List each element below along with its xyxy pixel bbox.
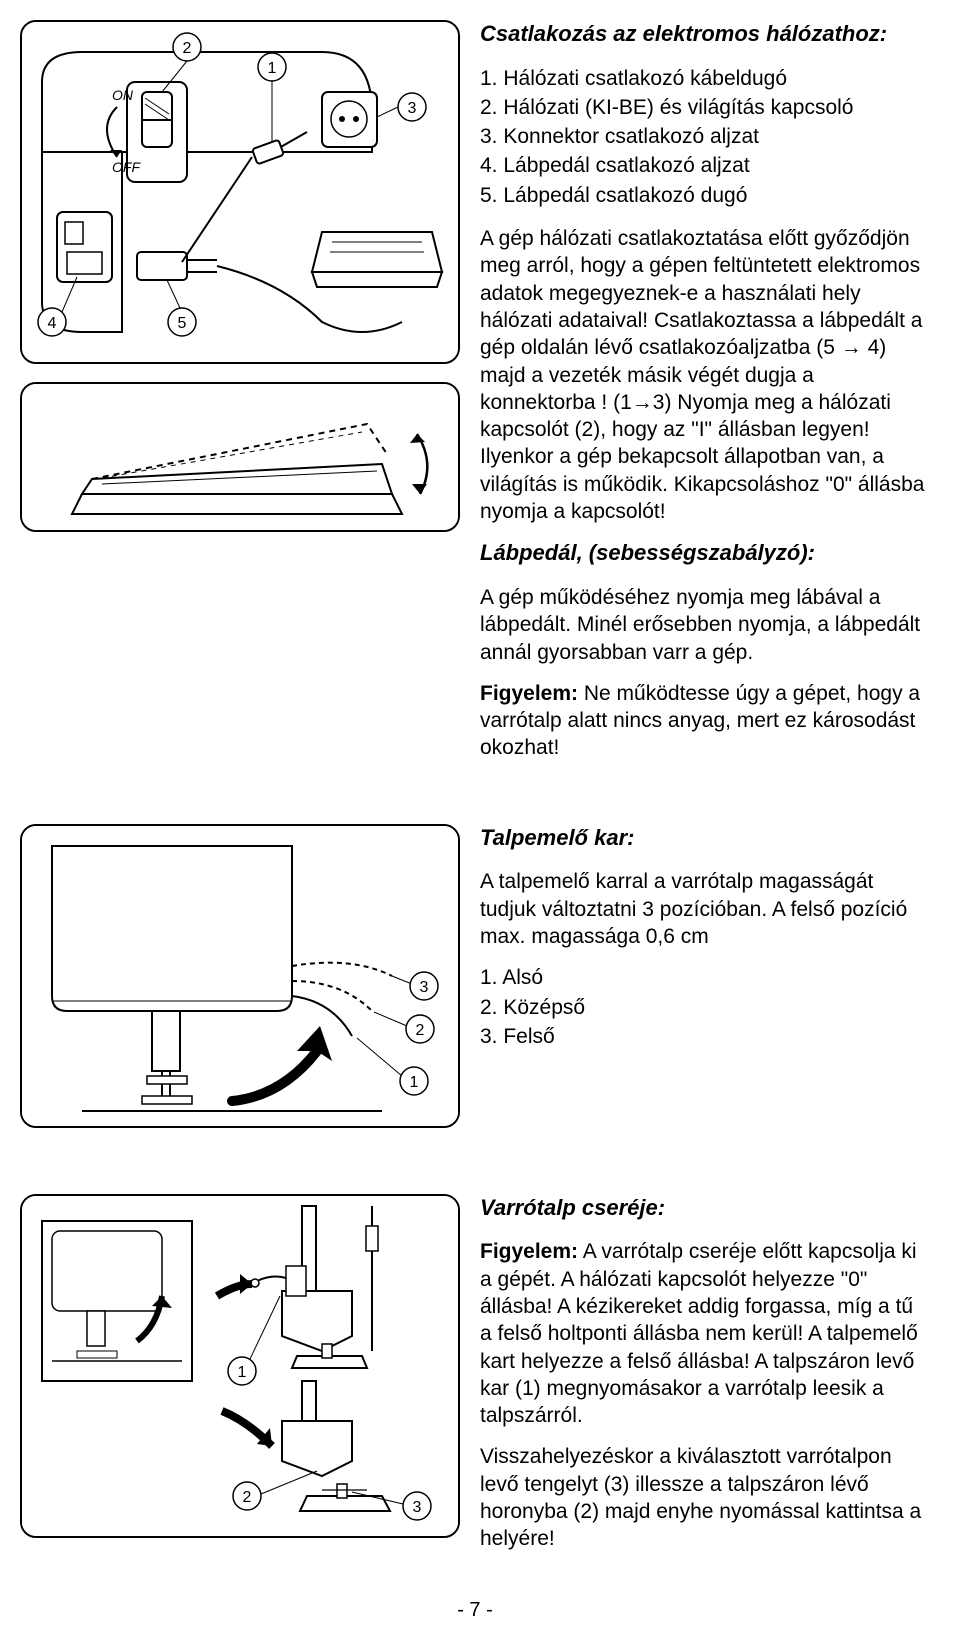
- illustration-pedal: [20, 382, 460, 532]
- arrow-icon: →: [632, 389, 653, 416]
- paragraph-pedal-2: Figyelem: Ne működtesse úgy a gépet, hog…: [480, 680, 930, 762]
- svg-text:5: 5: [178, 315, 187, 332]
- list-item: 2. Középső: [480, 994, 930, 1021]
- illustration-electrical: ON OFF: [20, 20, 460, 364]
- paragraph-electrical: A gép hálózati csatlakoztatása előtt győ…: [480, 225, 930, 525]
- text-column-1: Csatlakozás az elektromos hálózathoz: 1.…: [480, 20, 930, 776]
- svg-text:3: 3: [408, 100, 417, 117]
- svg-foot-change: 1 2 3: [22, 1196, 460, 1536]
- paragraph-foot-2: Visszahelyezéskor a kiválasztott varróta…: [480, 1443, 930, 1552]
- svg-text:2: 2: [243, 1489, 252, 1506]
- heading-lever: Talpemelő kar:: [480, 824, 930, 853]
- warning-label: Figyelem:: [480, 1240, 578, 1263]
- svg-text:1: 1: [410, 1074, 419, 1091]
- page-number: - 7 -: [20, 1597, 930, 1623]
- section-electrical: ON OFF: [20, 20, 930, 776]
- arrow-icon: →: [841, 334, 862, 361]
- text-column-4: Varrótalp cseréje: Figyelem: A varrótalp…: [480, 1194, 930, 1567]
- svg-text:2: 2: [183, 40, 192, 57]
- svg-text:2: 2: [416, 1022, 425, 1039]
- list-item: 1. Alsó: [480, 964, 930, 991]
- list-item: 4. Lábpedál csatlakozó aljzat: [480, 152, 930, 179]
- paragraph-pedal-1: A gép működéséhez nyomja meg lábával a l…: [480, 584, 930, 666]
- svg-pedal: [22, 384, 460, 532]
- svg-text:1: 1: [268, 60, 277, 77]
- text-column-3: Talpemelő kar: A talpemelő karral a varr…: [480, 824, 930, 1146]
- svg-text:3: 3: [420, 979, 429, 996]
- text-span: A varrótalp cseréje előtt kapcsolja ki a…: [480, 1240, 918, 1427]
- list-item: 3. Konnektor csatlakozó aljzat: [480, 123, 930, 150]
- list-item: 5. Lábpedál csatlakozó dugó: [480, 182, 930, 209]
- svg-electrical: ON OFF: [22, 22, 460, 362]
- svg-text:1: 1: [238, 1364, 247, 1381]
- svg-text:4: 4: [48, 315, 57, 332]
- section-foot-change: 1 2 3 Varrótalp cs: [20, 1194, 930, 1567]
- paragraph-foot-1: Figyelem: A varrótalp cseréje előtt kapc…: [480, 1238, 930, 1429]
- illustration-lever: 1 2 3: [20, 824, 460, 1128]
- list-item: 2. Hálózati (KI-BE) és világítás kapcsol…: [480, 94, 930, 121]
- heading-pedal: Lábpedál, (sebességszabályzó):: [480, 539, 930, 568]
- svg-text:ON: ON: [112, 87, 134, 103]
- image-column-3: 1 2 3: [20, 824, 460, 1146]
- list-item: 3. Felső: [480, 1023, 930, 1050]
- list-electrical: 1. Hálózati csatlakozó kábeldugó 2. Háló…: [480, 65, 930, 209]
- paragraph-lever: A talpemelő karral a varrótalp magasságá…: [480, 868, 930, 950]
- list-lever: 1. Alsó 2. Középső 3. Felső: [480, 964, 930, 1050]
- illustration-foot-change: 1 2 3: [20, 1194, 460, 1538]
- warning-label: Figyelem:: [480, 682, 578, 705]
- image-column-1: ON OFF: [20, 20, 460, 776]
- svg-text:3: 3: [413, 1499, 422, 1516]
- svg-text:OFF: OFF: [112, 159, 141, 175]
- image-column-4: 1 2 3: [20, 1194, 460, 1567]
- heading-foot-change: Varrótalp cseréje:: [480, 1194, 930, 1223]
- heading-electrical: Csatlakozás az elektromos hálózathoz:: [480, 20, 930, 49]
- list-item: 1. Hálózati csatlakozó kábeldugó: [480, 65, 930, 92]
- section-lever: 1 2 3 Talpemelő kar: A talpemelő karral …: [20, 824, 930, 1146]
- svg-lever: 1 2 3: [22, 826, 460, 1126]
